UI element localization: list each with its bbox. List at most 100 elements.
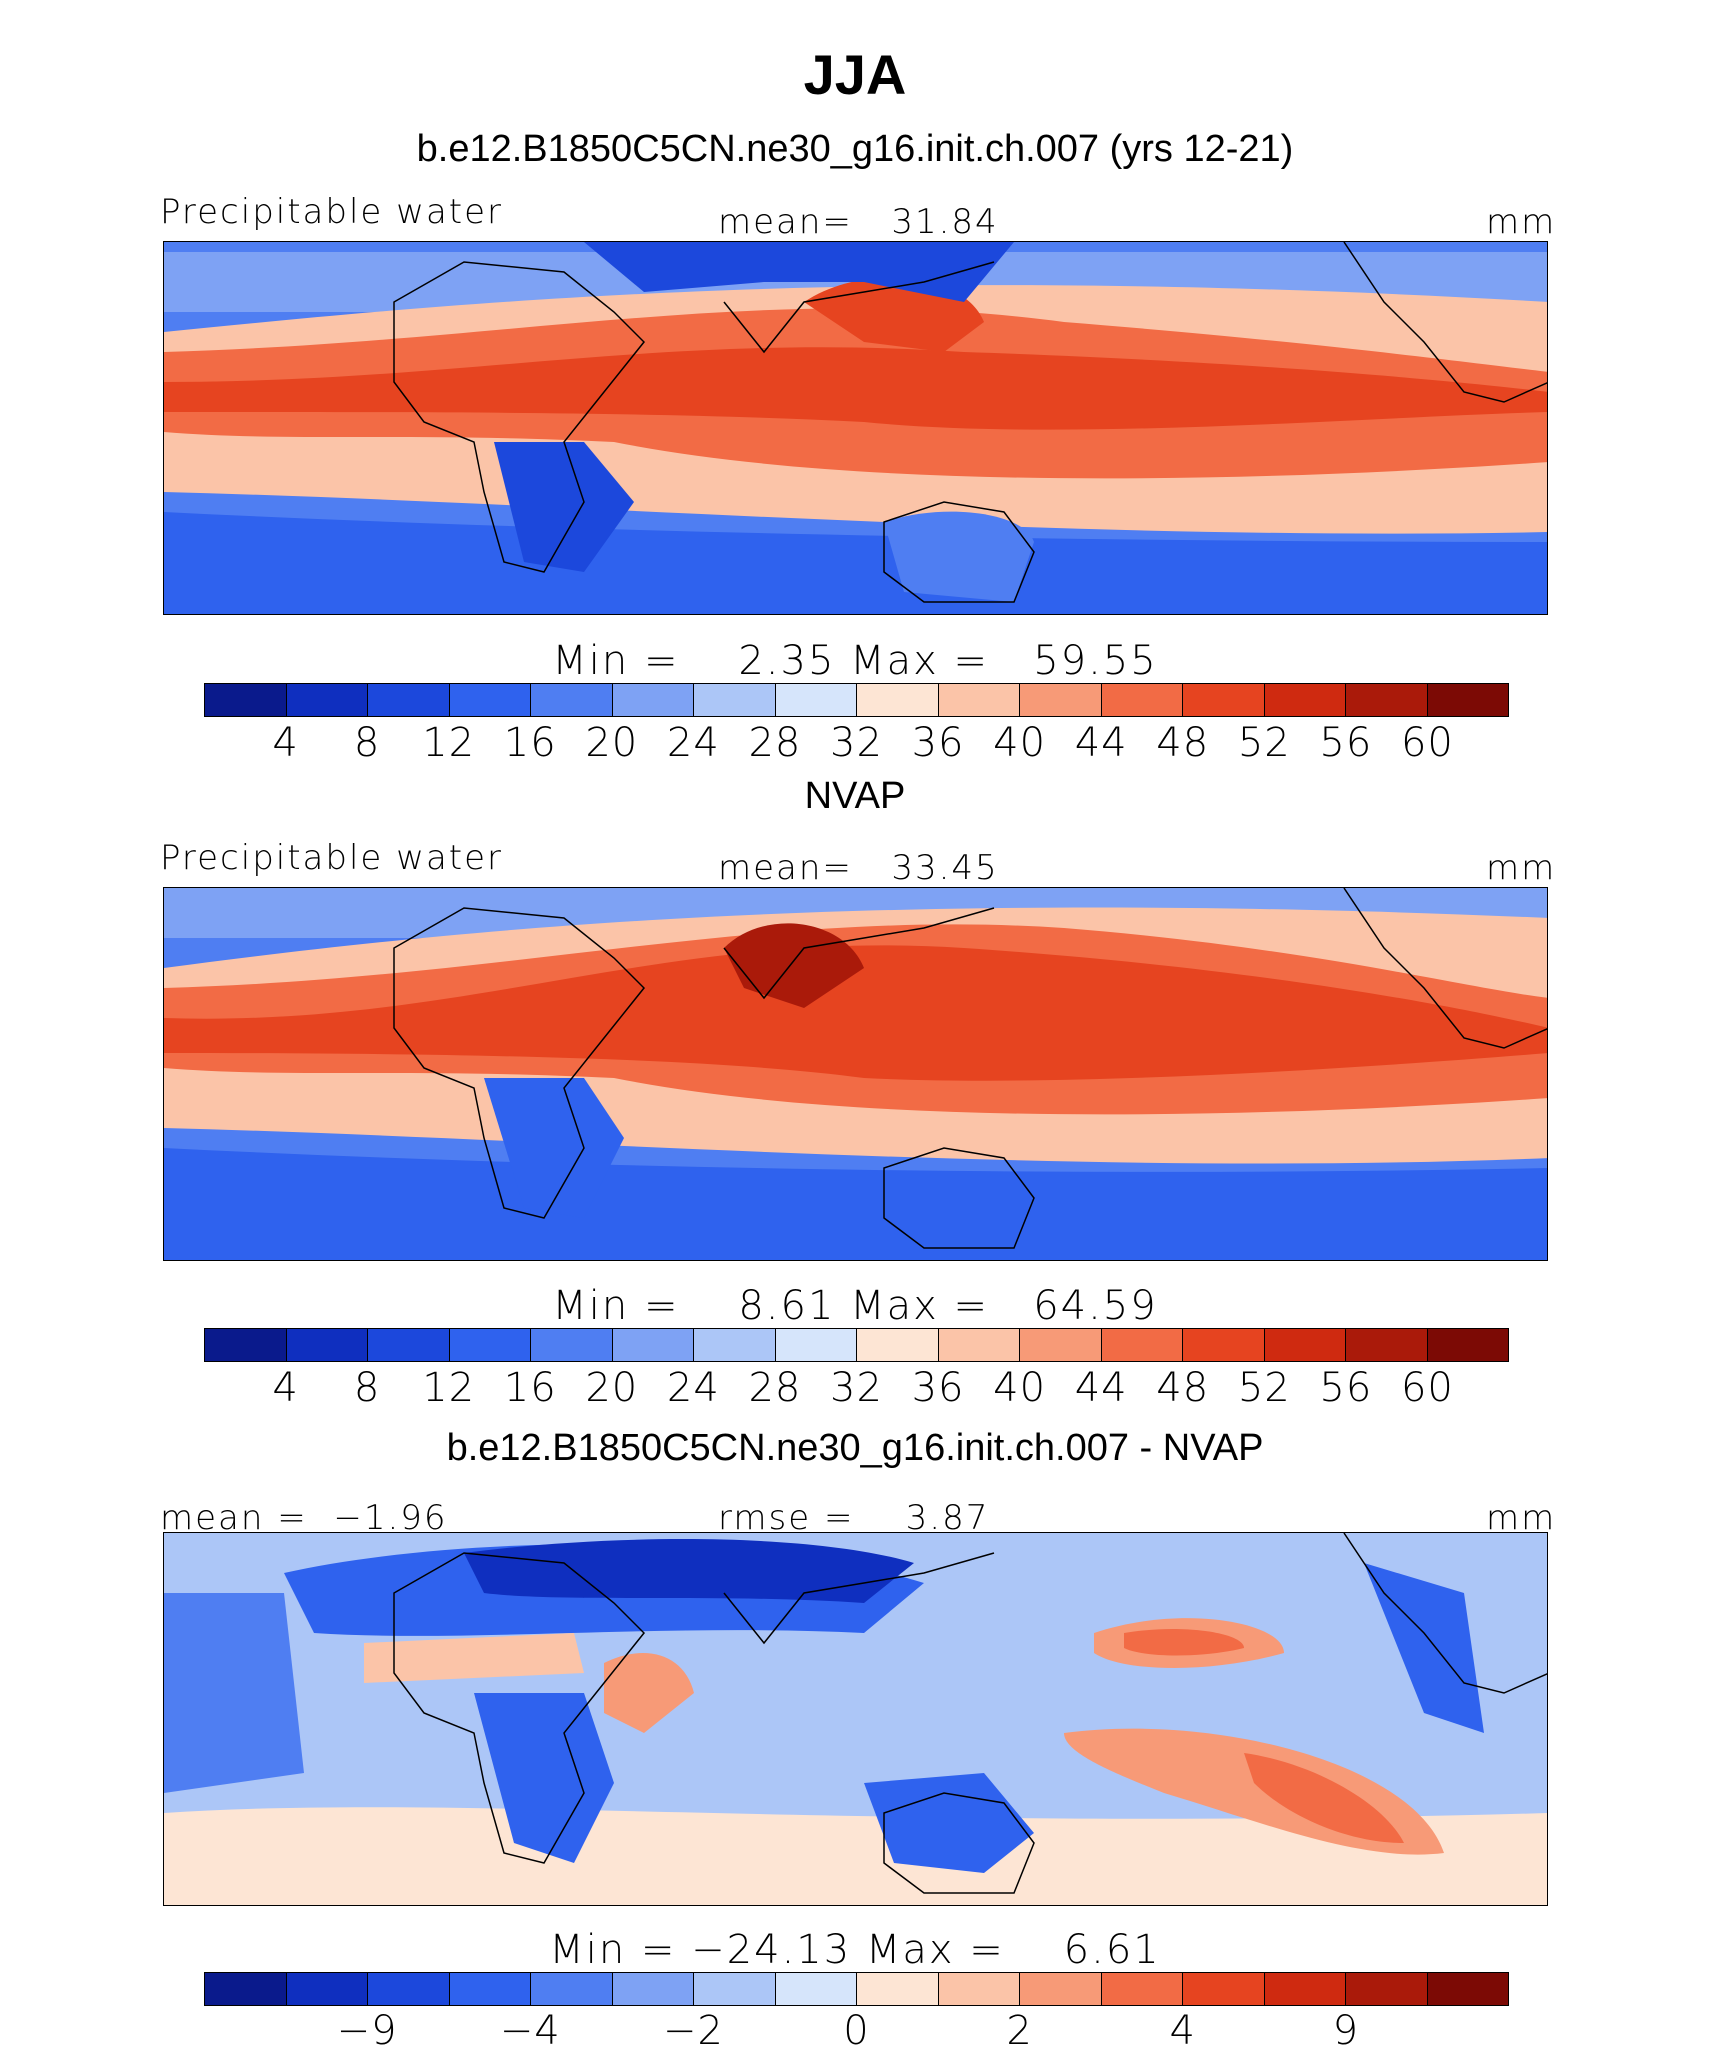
panel3-colorbar-box	[205, 1973, 287, 2005]
panel1-colorbar-box	[1183, 684, 1265, 716]
panel2-colorbar-tick-label: 52	[1237, 1365, 1291, 1411]
panel3-colorbar-tick-label: 2	[1006, 2008, 1033, 2054]
panel3-mean-label: mean = −1.96	[160, 1498, 448, 1538]
panel3-colorbar	[204, 1972, 1509, 2006]
panel1-colorbar-tick-label: 12	[422, 720, 476, 766]
panel2-colorbar	[204, 1328, 1509, 1362]
panel1-colorbar-box	[1264, 684, 1346, 716]
panel2-map	[163, 887, 1548, 1261]
panel2-colorbar-tick-label: 36	[911, 1365, 965, 1411]
panel2-colorbar-tick-label: 8	[353, 1365, 381, 1411]
panel3-colorbar-box	[775, 1973, 857, 2005]
panel1-colorbar-box	[1427, 684, 1508, 716]
panel1-colorbar-tick-label: 20	[585, 720, 639, 766]
panel1-colorbar-tick-label: 28	[748, 720, 802, 766]
panel3-colorbar-tick-label: −2	[662, 2008, 724, 2054]
panel2-colorbar-box	[1427, 1329, 1508, 1361]
panel2-colorbar-tick-label: 28	[748, 1365, 802, 1411]
panel1-colorbar-tick-label: 60	[1400, 720, 1454, 766]
panel2-minmax: Min = 8.61 Max = 64.59	[552, 1283, 1158, 1329]
panel3-title: b.e12.B1850C5CN.ne30_g16.init.ch.007 - N…	[446, 1427, 1264, 1469]
panel1-contour-plot	[164, 242, 1547, 614]
panel2-colorbar-box	[1101, 1329, 1183, 1361]
panel1-colorbar-box	[531, 684, 613, 716]
panel1-colorbar-box	[775, 684, 857, 716]
panel3-colorbar-box	[694, 1973, 776, 2005]
panel1-colorbar-box	[612, 684, 694, 716]
panel1-colorbar-tick-label: 36	[911, 720, 965, 766]
panel2-colorbar-box	[775, 1329, 857, 1361]
panel3-rmse-label: rmse = 3.87	[718, 1498, 990, 1538]
panel3-colorbar-tick-label: 9	[1332, 2008, 1360, 2054]
panel2-colorbar-tick-label: 60	[1400, 1365, 1454, 1411]
panel2-colorbar-box	[1020, 1329, 1102, 1361]
panel2-colorbar-box	[938, 1329, 1020, 1361]
panel1-units-label: mm	[1486, 202, 1557, 242]
panel3-colorbar-box	[938, 1973, 1020, 2005]
panel1-colorbar-tick-label: 56	[1319, 720, 1373, 766]
panel2-colorbar-box	[531, 1329, 613, 1361]
panel2-colorbar-tick-label: 12	[422, 1365, 476, 1411]
panel3-colorbar-box	[286, 1973, 368, 2005]
panel3-colorbar-box	[1346, 1973, 1428, 2005]
panel1-colorbar-tick-label: 44	[1074, 720, 1128, 766]
panel1-colorbar-box	[205, 684, 287, 716]
panel2-colorbar-tick-label: 48	[1156, 1365, 1210, 1411]
panel1-colorbar-tick-label: 48	[1156, 720, 1210, 766]
panel2-mean-label: mean= 33.45	[718, 848, 999, 888]
panel3-colorbar-tick-label: −9	[336, 2008, 398, 2054]
panel3-colorbar-box	[531, 1973, 613, 2005]
panel1-colorbar-box	[368, 684, 450, 716]
panel1-colorbar-box	[1020, 684, 1102, 716]
panel2-colorbar-tick-label: 20	[585, 1365, 639, 1411]
figure-title: JJA	[803, 43, 907, 106]
panel2-colorbar-box	[205, 1329, 287, 1361]
panel1-colorbar-box	[857, 684, 939, 716]
panel2-colorbar-box	[368, 1329, 450, 1361]
panel3-colorbar-box	[1427, 1973, 1508, 2005]
panel1-mean-label: mean= 31.84	[718, 202, 999, 242]
panel2-colorbar-box	[449, 1329, 531, 1361]
panel1-colorbar-tick-label: 40	[993, 720, 1047, 766]
panel3-colorbar-box	[1264, 1973, 1346, 2005]
panel3-colorbar-box	[368, 1973, 450, 2005]
panel1-colorbar-tick-label: 8	[353, 720, 381, 766]
panel2-colorbar-tick-label: 16	[503, 1365, 557, 1411]
panel3-contour-plot	[164, 1533, 1547, 1905]
panel1-variable-label: Precipitable water	[160, 192, 504, 232]
panel3-colorbar-box	[612, 1973, 694, 2005]
panel3-colorbar-box	[1101, 1973, 1183, 2005]
panel3-colorbar-box	[1020, 1973, 1102, 2005]
panel3-colorbar-tick-label: 4	[1169, 2008, 1196, 2054]
panel3-colorbar-box	[1183, 1973, 1265, 2005]
panel2-colorbar-tick-label: 44	[1074, 1365, 1128, 1411]
panel2-contour-plot	[164, 888, 1547, 1260]
panel1-colorbar	[204, 683, 1509, 717]
panel1-colorbar-tick-label: 32	[830, 720, 883, 766]
panel3-colorbar-box	[857, 1973, 939, 2005]
panel1-minmax: Min = 2.35 Max = 59.55	[552, 638, 1158, 684]
panel1-colorbar-box	[286, 684, 368, 716]
panel2-variable-label: Precipitable water	[160, 838, 504, 878]
panel3-map	[163, 1532, 1548, 1906]
panel1-colorbar-tick-label: 24	[666, 720, 720, 766]
panel3-colorbar-ticks: −9 −4 −2 0 2 4 9	[0, 2008, 1710, 2058]
panel1-title: b.e12.B1850C5CN.ne30_g16.init.ch.007 (yr…	[416, 128, 1294, 170]
panel2-colorbar-box	[694, 1329, 776, 1361]
panel2-colorbar-tick-label: 4	[272, 1365, 299, 1411]
panel3-colorbar-box	[449, 1973, 531, 2005]
panel2-colorbar-box	[857, 1329, 939, 1361]
panel2-colorbar-tick-label: 40	[993, 1365, 1047, 1411]
panel2-units-label: mm	[1486, 848, 1557, 888]
panel1-colorbar-box	[938, 684, 1020, 716]
panel3-colorbar-tick-label: 0	[843, 2008, 870, 2054]
panel3-units-label: mm	[1486, 1498, 1557, 1538]
panel2-colorbar-box	[286, 1329, 368, 1361]
panel1-colorbar-box	[1346, 684, 1428, 716]
panel1-colorbar-box	[449, 684, 531, 716]
panel2-colorbar-tick-label: 24	[666, 1365, 720, 1411]
panel2-colorbar-tick-label: 32	[830, 1365, 883, 1411]
panel1-colorbar-box	[1101, 684, 1183, 716]
panel3-minmax: Min = −24.13 Max = 6.61	[549, 1927, 1161, 1973]
panel2-colorbar-tick-label: 56	[1319, 1365, 1373, 1411]
